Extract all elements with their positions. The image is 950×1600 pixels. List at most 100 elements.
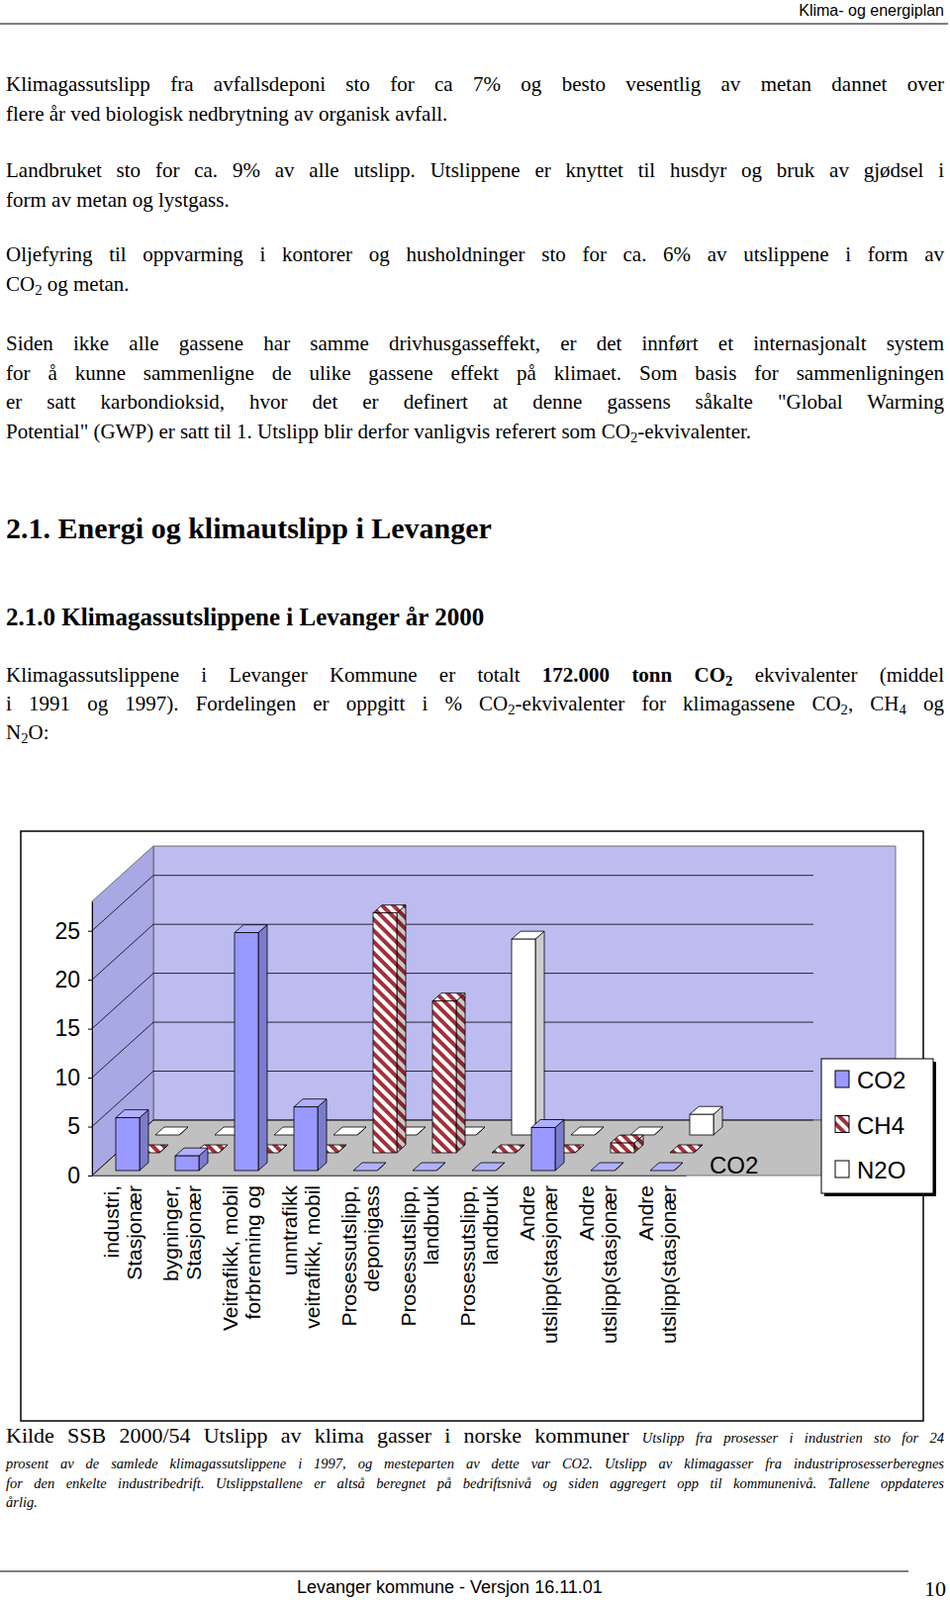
tick-label: Prosessutslipp,landbruk <box>456 1185 502 1328</box>
tick: 20 <box>54 966 93 993</box>
tick-label-line: Andre <box>515 1185 539 1241</box>
grid-line <box>92 875 154 932</box>
bar-top <box>472 1162 505 1171</box>
tick-label-line: landbruk <box>419 1185 443 1266</box>
tick-label-line: Prosessutslipp, <box>337 1185 361 1327</box>
grid-line <box>92 924 154 980</box>
tick-label-line: Prosessutslipp, <box>396 1185 420 1327</box>
bar <box>570 1135 595 1137</box>
x-axis: industri,Stasjonærbygninger,StasjonærVei… <box>93 1175 687 1344</box>
text-line: i 1991 og 1997). Fordelingen er oppgitt … <box>5 689 945 719</box>
text-line: N2O: <box>5 718 945 748</box>
text: ekvivalenter (middel <box>732 663 945 687</box>
text: -ekvivalenter. <box>637 419 752 444</box>
text: og metan. <box>42 272 130 296</box>
bar <box>472 1170 496 1172</box>
subscript: 2 <box>725 672 733 689</box>
bar-side <box>456 993 466 1153</box>
bar-3d <box>175 1147 208 1171</box>
bar <box>155 1135 180 1137</box>
tick-mark <box>88 931 93 933</box>
bar-top <box>293 1099 327 1108</box>
italic-text: for den enkelte industribedrift. Utslipp… <box>5 1475 945 1492</box>
tick-label: Andreutslipp(stasjonær <box>634 1185 680 1344</box>
tick-label: 0 <box>67 1162 81 1189</box>
bar <box>293 1107 318 1171</box>
text-line: CO2 og metan. <box>5 270 945 299</box>
bar-top <box>491 1144 525 1153</box>
legend-label: N2O <box>856 1156 906 1184</box>
tick: Andreutslipp(stasjonær <box>574 1175 621 1344</box>
subscript: 4 <box>899 701 907 718</box>
bar-3d <box>353 1162 386 1171</box>
text: form av metan og lystgass. <box>5 188 230 212</box>
bar-side <box>396 905 406 1153</box>
text: Siden ikke alle gassene har samme drivhu… <box>5 331 945 356</box>
text-line: Potential" (GWP) er satt til 1. Utslipp … <box>5 417 945 447</box>
chart-frame <box>20 831 924 1422</box>
y-axis: 0510152025 <box>54 902 93 1189</box>
text: , CH <box>848 691 900 716</box>
text: O: <box>28 720 50 745</box>
floor <box>92 1120 896 1176</box>
bar-3d <box>590 1162 624 1171</box>
bar-3d <box>155 1127 189 1136</box>
bold-text: 172.000 tonn CO <box>542 663 726 687</box>
bar <box>669 1152 694 1154</box>
tick: unntrafikkveitrafikk, mobil <box>278 1175 324 1330</box>
grid-line <box>153 874 814 876</box>
bar-top <box>570 1127 604 1136</box>
bar <box>590 1170 615 1172</box>
bar-3d <box>650 1162 683 1171</box>
bar-top <box>155 1127 189 1136</box>
bar-side <box>258 925 268 1171</box>
tick-mark <box>88 1077 93 1079</box>
tick-mark <box>88 1127 93 1129</box>
tick: 15 <box>54 1015 93 1042</box>
tick-label-line: Stasjonær <box>122 1185 146 1281</box>
bar-side <box>139 1110 149 1171</box>
italic-text: Utslipp fra prosesser i industrien sto f… <box>642 1429 945 1446</box>
bar-3d <box>373 905 406 1153</box>
bar <box>610 1142 635 1153</box>
bar <box>650 1170 674 1172</box>
bar-top <box>412 1162 446 1171</box>
text-line: flere år ved biologisk nedbrytning av or… <box>5 99 945 129</box>
tick-label: Andreutslipp(stasjonær <box>574 1185 621 1344</box>
bar <box>432 1001 457 1153</box>
tick: 5 <box>67 1113 93 1140</box>
legend-label: CO2 <box>856 1066 906 1094</box>
tick: Andreutslipp(stasjonær <box>634 1175 680 1344</box>
text-line: Oljefyring til oppvarming i kontorer og … <box>5 240 945 270</box>
bars <box>115 905 723 1171</box>
tick-label-line: Veitrafikk, mobil <box>218 1185 242 1331</box>
tick-label-line: bygninger, <box>159 1185 183 1282</box>
tick-label: 15 <box>54 1015 81 1042</box>
tick-label-line: utslipp(stasjonær <box>538 1185 562 1344</box>
bar-side <box>555 1119 565 1171</box>
bar-top <box>234 925 268 934</box>
bar <box>511 939 536 1136</box>
bar-3d <box>293 1099 327 1171</box>
bar-side <box>317 1099 327 1171</box>
bar-top <box>531 1119 565 1128</box>
text-line: er satt karbondioksid, hvor det er defin… <box>5 387 945 417</box>
legend-swatch <box>835 1160 850 1178</box>
bar-3d <box>234 925 268 1171</box>
page-number: 10 <box>924 1576 947 1600</box>
tick-mark <box>88 1029 93 1031</box>
subscript: 2 <box>841 701 849 718</box>
bar-top <box>669 1144 703 1153</box>
depth-label: CO2 <box>709 1151 759 1179</box>
legend-label: CH4 <box>856 1112 905 1140</box>
bar-top <box>432 993 466 1002</box>
text: Klimagassutslippene i Levanger Kommune e… <box>5 663 543 687</box>
tick-label: Prosessutslipp,landbruk <box>396 1185 443 1328</box>
bar-3d <box>412 1162 446 1171</box>
tick-label-line: industri, <box>99 1185 123 1259</box>
tick-label-line: Stasjonær <box>182 1185 205 1281</box>
tick-label: unntrafikkveitrafikk, mobil <box>278 1185 324 1330</box>
text: Oljefyring til oppvarming i kontorer og … <box>5 242 945 267</box>
bar-top <box>511 931 545 940</box>
tick: 0 <box>67 1162 93 1189</box>
